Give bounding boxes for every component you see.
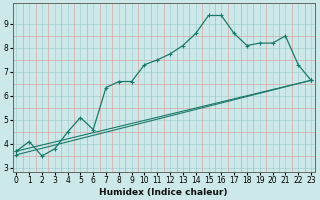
X-axis label: Humidex (Indice chaleur): Humidex (Indice chaleur) <box>100 188 228 197</box>
